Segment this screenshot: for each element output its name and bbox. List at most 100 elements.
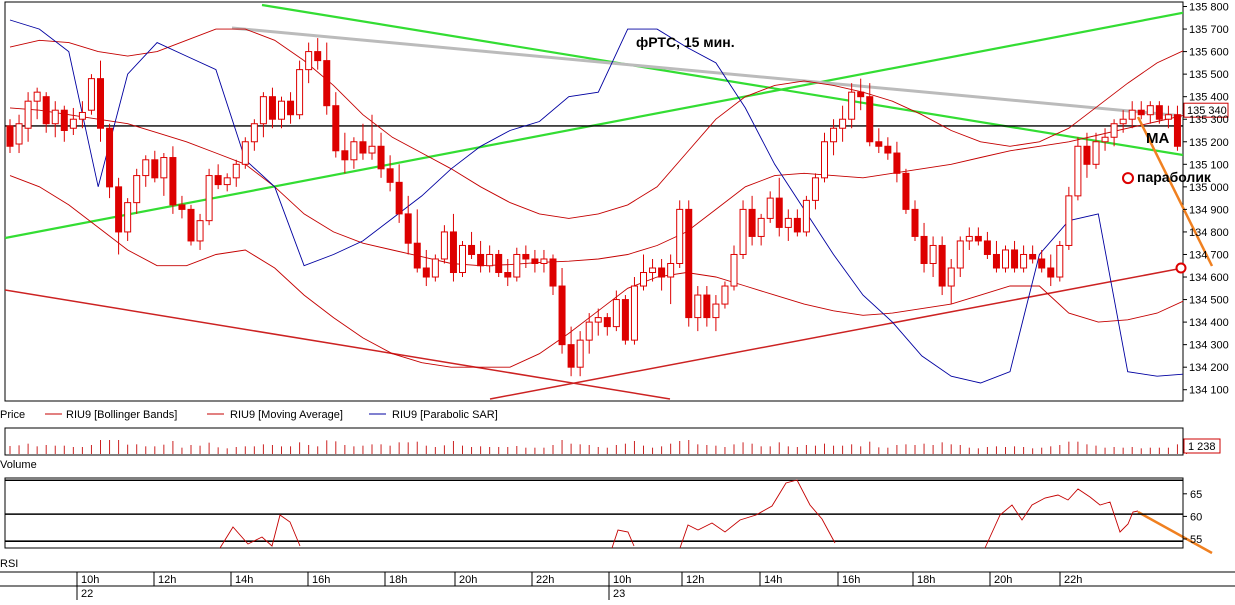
candle-body bbox=[1083, 145, 1091, 165]
y-tick-label: 134 300 bbox=[1189, 340, 1229, 352]
candle-body bbox=[196, 220, 204, 242]
legend: Price RIU9 [Bollinger Bands] RIU9 [Movin… bbox=[0, 409, 498, 421]
y-tick-label: 135 500 bbox=[1189, 69, 1229, 81]
date-tick-label: 23 bbox=[613, 588, 625, 600]
candle-body bbox=[929, 244, 937, 264]
candle-body bbox=[422, 267, 430, 278]
candle-body bbox=[567, 344, 575, 368]
forecast-arrow-rsi bbox=[1137, 510, 1213, 555]
candle-body bbox=[106, 127, 114, 188]
candle-body bbox=[268, 96, 276, 120]
y-tick-label: 134 200 bbox=[1189, 362, 1229, 374]
candle-body bbox=[178, 204, 186, 210]
candle-body bbox=[314, 51, 322, 62]
candle-body bbox=[359, 141, 367, 154]
volume-last-label: 1 238 bbox=[1188, 441, 1216, 453]
y-tick-label: 135 700 bbox=[1189, 24, 1229, 36]
candle-body bbox=[142, 159, 150, 177]
time-tick-label: 12h bbox=[158, 574, 176, 586]
y-tick-label: 135 100 bbox=[1189, 159, 1229, 171]
candle-body bbox=[585, 321, 593, 341]
price-pane: 135 340 bbox=[5, 3, 1229, 555]
candle-body bbox=[893, 152, 901, 174]
parabolic-marker bbox=[1122, 172, 1134, 185]
candle-body bbox=[468, 244, 476, 255]
candle-body bbox=[685, 208, 693, 319]
candle-body bbox=[875, 141, 883, 147]
volume-bars bbox=[9, 440, 1187, 454]
y-tick-label: 135 800 bbox=[1189, 2, 1229, 14]
candle-body bbox=[621, 299, 629, 341]
candle-body bbox=[1074, 145, 1082, 197]
trend-green-down bbox=[261, 3, 1183, 157]
candle-body bbox=[712, 303, 720, 319]
y-tick-label: 135 600 bbox=[1189, 47, 1229, 59]
candle-body bbox=[1128, 109, 1136, 120]
volume-last-box bbox=[1183, 438, 1221, 454]
time-tick-label: 16h bbox=[842, 574, 860, 586]
candle-body bbox=[667, 262, 675, 278]
candle-body bbox=[42, 96, 50, 125]
candle-body bbox=[956, 240, 964, 269]
trend-red-down bbox=[5, 289, 671, 400]
candle-body bbox=[169, 157, 177, 206]
candle-body bbox=[160, 157, 168, 179]
candle-body bbox=[920, 235, 928, 264]
rsi-tick-label: 65 bbox=[1190, 489, 1202, 501]
candle-body bbox=[965, 235, 973, 242]
candle-body bbox=[821, 141, 828, 179]
rsi-title: RSI bbox=[0, 558, 18, 570]
date-tick-label: 22 bbox=[81, 588, 93, 600]
candle-body bbox=[848, 91, 856, 120]
candle-body bbox=[486, 253, 494, 267]
candle-body bbox=[884, 145, 892, 154]
candle-body bbox=[1056, 244, 1064, 278]
time-axis: 10h 12h 14h 16h 18h 20h 22h 10h 12h 14h 16h 18h 20h 2… bbox=[0, 571, 1235, 600]
candle-body bbox=[341, 150, 349, 161]
candle-body bbox=[992, 253, 1000, 269]
candle-body bbox=[24, 100, 32, 129]
candle-body bbox=[350, 141, 358, 161]
candle-body bbox=[612, 299, 620, 328]
candle-body bbox=[1002, 249, 1009, 269]
time-tick-label: 10h bbox=[81, 574, 99, 586]
trend-green-up bbox=[5, 11, 1183, 240]
candle-body bbox=[540, 258, 548, 264]
candle-body bbox=[839, 118, 847, 129]
candle-body bbox=[1110, 123, 1118, 138]
y-tick-label: 134 600 bbox=[1189, 272, 1229, 284]
candle-body bbox=[513, 253, 521, 278]
time-tick-label: 16h bbox=[312, 574, 330, 586]
candle-body bbox=[658, 267, 666, 278]
candle-body bbox=[594, 317, 602, 323]
candle-body bbox=[630, 285, 638, 341]
candle-body bbox=[214, 175, 222, 186]
candle-body bbox=[124, 202, 132, 233]
candle-body bbox=[775, 197, 783, 228]
candle-body bbox=[1047, 267, 1055, 278]
candle-body bbox=[187, 208, 195, 242]
y-tick-label: 134 500 bbox=[1189, 295, 1229, 307]
candle-body bbox=[1146, 105, 1154, 116]
candle-body bbox=[676, 208, 684, 264]
candle-body bbox=[287, 100, 295, 116]
price-pane-frame bbox=[4, 1, 1184, 402]
legend-sar: RIU9 [Parabolic SAR] bbox=[392, 409, 498, 421]
candle-body bbox=[97, 78, 104, 129]
annotation-ma: MA bbox=[1146, 130, 1169, 147]
y-tick-label: 135 300 bbox=[1189, 114, 1229, 126]
y-tick-label: 135 400 bbox=[1189, 92, 1229, 104]
candle-body bbox=[974, 235, 982, 242]
volume-title: Volume bbox=[0, 459, 37, 471]
rsi-tick-label: 60 bbox=[1190, 511, 1202, 523]
candle-body bbox=[395, 181, 403, 215]
candle-body bbox=[721, 285, 729, 305]
candle-body bbox=[902, 172, 910, 210]
y-tick-label: 134 400 bbox=[1189, 317, 1229, 329]
y-tick-label: 134 800 bbox=[1189, 227, 1229, 239]
candle-body bbox=[1092, 141, 1100, 165]
candle-body bbox=[15, 123, 23, 145]
candle-body bbox=[241, 141, 249, 165]
time-tick-label: 14h bbox=[764, 574, 782, 586]
